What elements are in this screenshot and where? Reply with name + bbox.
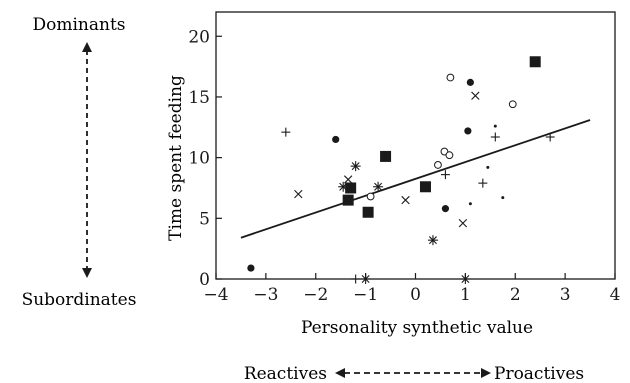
data-point-asterisk — [427, 235, 438, 246]
data-point-open-circle — [445, 151, 454, 160]
label-proactives: Proactives — [494, 364, 584, 383]
data-point-plus — [281, 127, 291, 137]
x-tick-label: 4 — [610, 285, 621, 305]
data-point-asterisk — [350, 161, 361, 172]
x-tick-label: 1 — [460, 285, 471, 305]
x-tick-label: 0 — [410, 285, 421, 305]
x-tick-label: 2 — [510, 285, 521, 305]
data-point-filled-circle — [466, 78, 474, 86]
data-point-open-circle — [446, 73, 455, 82]
data-point-open-circle — [366, 192, 375, 201]
data-point-filled-square — [419, 181, 431, 193]
data-point-open-circle — [508, 100, 517, 109]
y-tick-label: 5 — [199, 209, 210, 229]
data-point-asterisk — [373, 181, 384, 192]
y-tick-label: 10 — [188, 149, 210, 169]
data-point-cross — [458, 218, 468, 228]
data-point-plus — [351, 274, 361, 284]
horizontal-dashed-double-arrow — [335, 368, 491, 378]
data-point-cross — [294, 189, 303, 199]
data-point-plus — [440, 170, 450, 180]
data-point-open-circle — [434, 161, 442, 169]
data-point-filled-square — [362, 206, 374, 218]
plot-frame — [215, 11, 616, 280]
data-point-dot — [493, 124, 497, 128]
data-point-cross — [471, 91, 480, 100]
data-point-cross — [401, 195, 410, 205]
data-point-filled-square — [529, 56, 541, 68]
data-point-plus — [478, 178, 488, 188]
data-point-dot — [501, 196, 505, 200]
y-axis-label: Time spent feeding — [166, 75, 186, 241]
data-point-filled-circle — [464, 127, 472, 135]
data-points — [247, 56, 555, 284]
y-tick-label: 20 — [188, 27, 210, 47]
label-subordinates: Subordinates — [22, 290, 137, 310]
data-point-asterisk — [460, 274, 471, 284]
x-tick-label: −1 — [353, 285, 378, 305]
data-point-dot — [468, 202, 472, 206]
data-point-filled-circle — [441, 205, 450, 213]
y-tick-label: 0 — [199, 270, 210, 290]
x-tick-label: −3 — [253, 285, 278, 305]
trendline — [240, 119, 591, 239]
label-reactives: Reactives — [244, 364, 327, 383]
axes: −4 −3 −2 −1 0 1 2 3 4 0 5 10 15 20 — [188, 11, 621, 305]
data-point-asterisk — [360, 274, 371, 284]
vertical-dashed-double-arrow — [82, 42, 92, 278]
x-axis-label: Personality synthetic value — [301, 318, 533, 338]
data-point-filled-circle — [332, 135, 340, 144]
y-tick-label: 15 — [188, 88, 210, 108]
x-tick-label: −4 — [203, 285, 228, 305]
x-tick-label: 3 — [560, 285, 571, 305]
data-point-filled-square — [342, 194, 354, 206]
data-point-dot — [486, 165, 490, 169]
data-point-asterisk — [338, 181, 349, 192]
data-point-plus — [490, 132, 500, 142]
trendline-layer — [240, 119, 591, 239]
x-tick-label: −2 — [303, 285, 328, 305]
label-dominants: Dominants — [32, 15, 125, 35]
data-point-filled-circle — [247, 264, 255, 272]
data-point-cross — [343, 175, 353, 184]
data-point-plus — [545, 132, 555, 142]
data-point-filled-square — [380, 150, 392, 162]
data-point-filled-square — [345, 182, 357, 194]
